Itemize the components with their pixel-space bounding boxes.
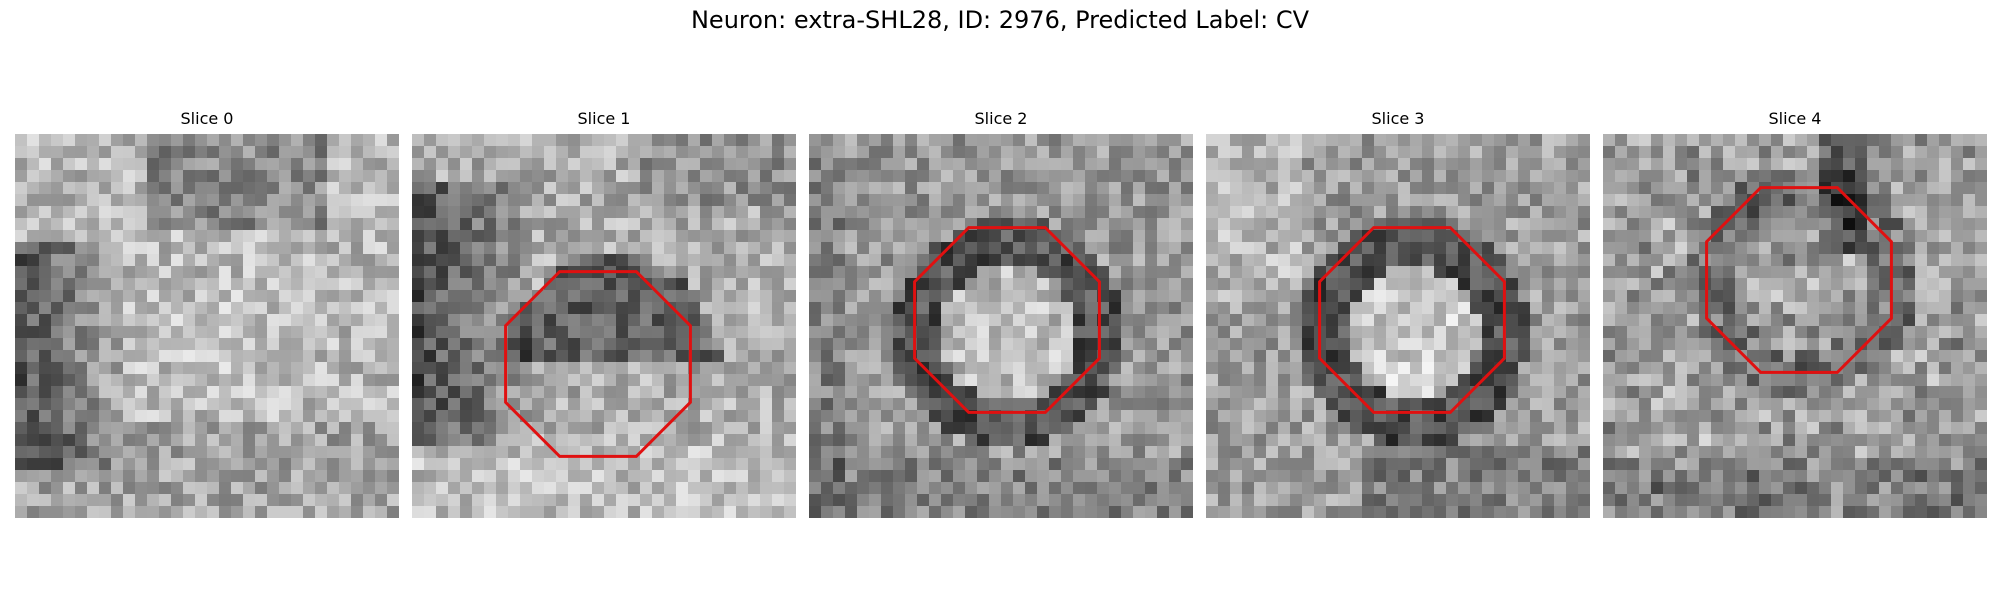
slice-title-3: Slice 3 <box>1371 109 1425 128</box>
octagon-overlay-1 <box>504 270 692 458</box>
slice-image-0 <box>15 134 399 518</box>
figure-title: Neuron: extra-SHL28, ID: 2976, Predicted… <box>690 6 1310 34</box>
pixel-grid-1 <box>412 134 796 518</box>
octagon-overlay-4 <box>1705 186 1893 374</box>
slice-title-4: Slice 4 <box>1768 109 1822 128</box>
pixel-grid-4 <box>1603 134 1987 518</box>
slice-title-0: Slice 0 <box>180 109 234 128</box>
slice-image-1 <box>412 134 796 518</box>
slice-panel-1: Slice 1 <box>412 108 796 532</box>
slice-panel-3: Slice 3 <box>1206 108 1590 532</box>
octagon-overlay-2 <box>913 226 1101 414</box>
slice-panel-0: Slice 0 <box>15 108 399 532</box>
octagon-overlay-3 <box>1318 226 1506 414</box>
slice-image-2 <box>809 134 1193 518</box>
pixel-grid-2 <box>809 134 1193 518</box>
pixel-grid-3 <box>1206 134 1590 518</box>
pixel-grid-0 <box>15 134 399 518</box>
slice-image-4 <box>1603 134 1987 518</box>
slice-title-2: Slice 2 <box>974 109 1028 128</box>
slice-panel-2: Slice 2 <box>809 108 1193 532</box>
slice-panel-4: Slice 4 <box>1603 108 1987 532</box>
slice-image-3 <box>1206 134 1590 518</box>
slice-title-1: Slice 1 <box>577 109 631 128</box>
